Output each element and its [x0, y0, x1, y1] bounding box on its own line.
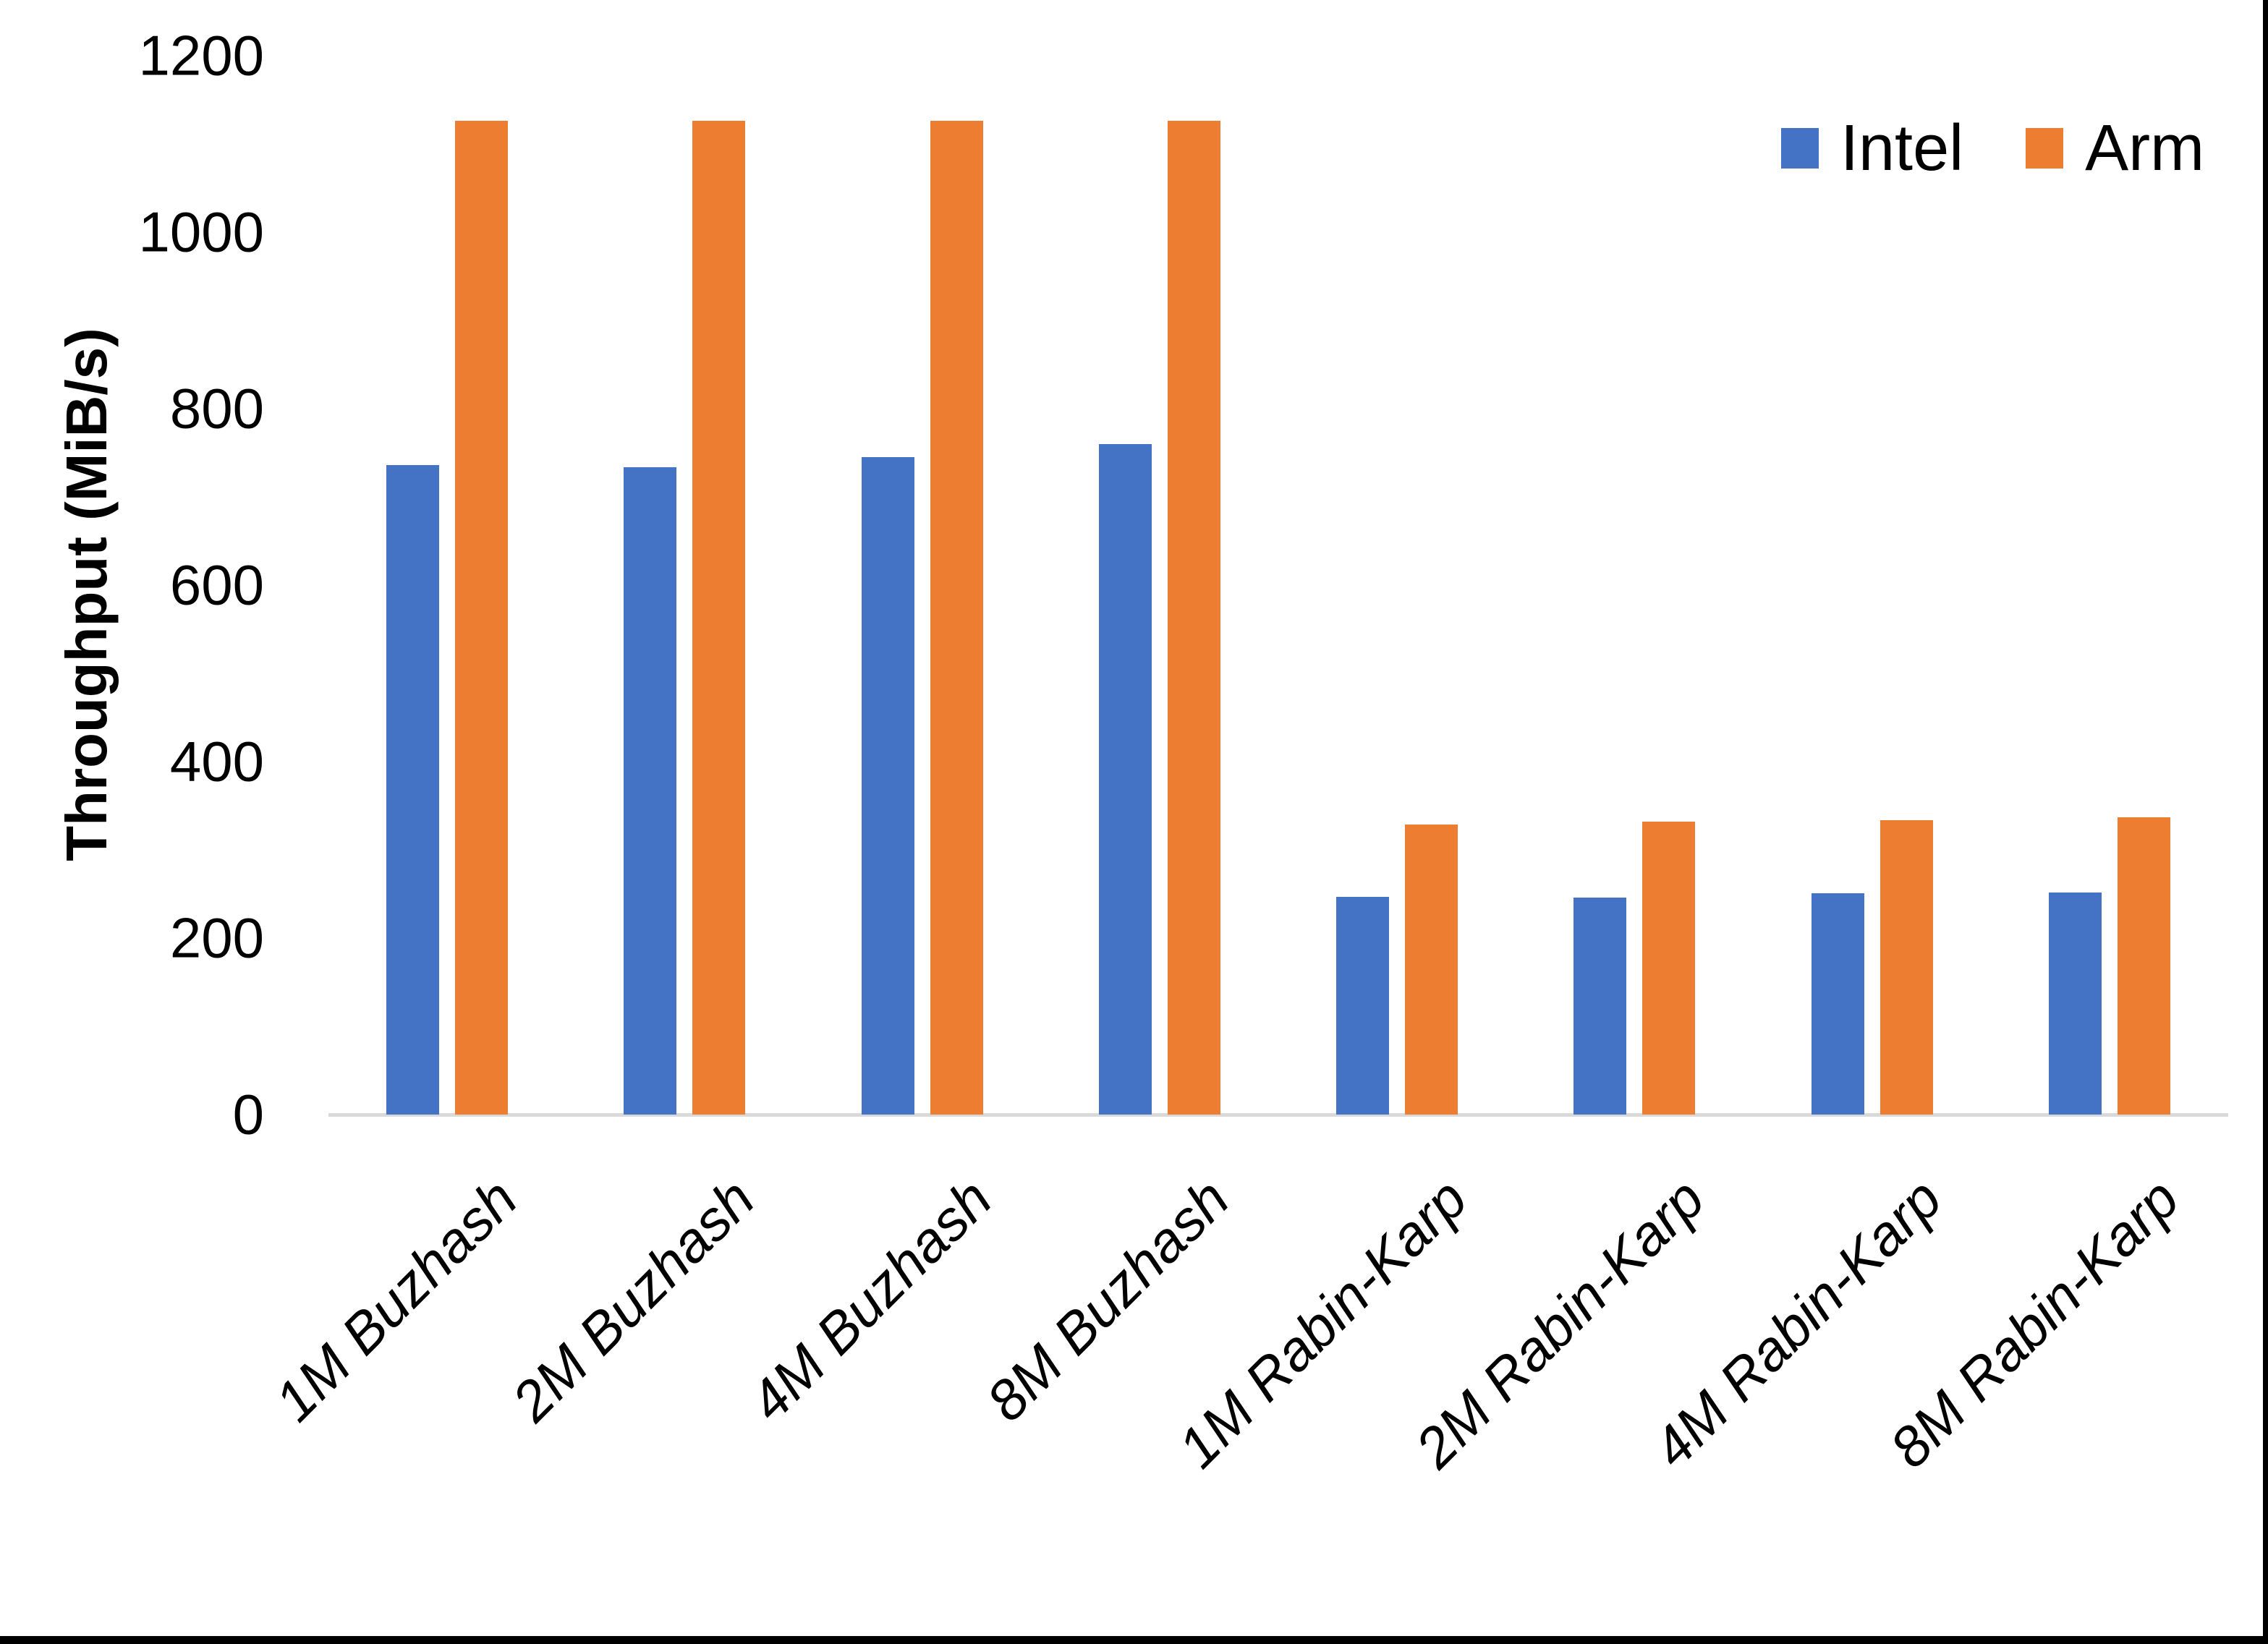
x-axis-label-1m-buzhash: 1M Buzhash — [262, 1166, 530, 1434]
y-tick-label-400: 400 — [169, 729, 264, 793]
y-tick-label-800: 800 — [169, 376, 264, 440]
y-tick-label-0: 0 — [232, 1082, 264, 1146]
bar-intel-1m-buzhash — [386, 465, 440, 1115]
legend-label-intel: Intel — [1840, 111, 1964, 184]
bar-intel-4m-rabin-karp — [1811, 893, 1864, 1115]
x-axis-label-2m-buzhash: 2M Buzhash — [499, 1166, 767, 1434]
x-axis-line — [328, 1113, 2228, 1117]
bar-intel-8m-rabin-karp — [2048, 892, 2102, 1115]
bar-arm-1m-buzhash — [455, 121, 509, 1115]
legend: Intel Arm — [1781, 108, 2204, 188]
y-tick-label-1000: 1000 — [138, 200, 264, 264]
bar-intel-2m-buzhash — [624, 467, 677, 1115]
bar-arm-2m-buzhash — [692, 121, 746, 1115]
bar-intel-8m-buzhash — [1098, 443, 1152, 1115]
legend-swatch-intel — [1781, 128, 1819, 169]
page-edge-right — [2263, 0, 2268, 1644]
legend-item-intel: Intel — [1781, 111, 1963, 186]
bar-arm-2m-rabin-karp — [1642, 821, 1696, 1115]
y-axis-title: Throughput (MiB/s) — [54, 328, 119, 861]
legend-item-arm: Arm — [2026, 111, 2204, 186]
x-axis-label-4m-buzhash: 4M Buzhash — [736, 1166, 1004, 1434]
bar-arm-8m-rabin-karp — [2117, 817, 2170, 1115]
x-axis-label-8m-buzhash: 8M Buzhash — [974, 1166, 1241, 1434]
bar-intel-2m-rabin-karp — [1573, 897, 1627, 1115]
bar-intel-4m-buzhash — [861, 457, 914, 1115]
legend-swatch-arm — [2026, 128, 2064, 169]
bar-arm-4m-buzhash — [930, 121, 983, 1115]
bar-arm-8m-buzhash — [1167, 121, 1220, 1115]
legend-label-arm: Arm — [2085, 111, 2205, 184]
bar-arm-4m-rabin-karp — [1880, 819, 1933, 1115]
y-tick-label-600: 600 — [169, 553, 264, 617]
y-tick-label-1200: 1200 — [138, 23, 264, 88]
y-tick-label-200: 200 — [169, 906, 264, 970]
page-edge-bottom — [0, 1636, 2268, 1644]
bar-arm-1m-rabin-karp — [1405, 824, 1458, 1115]
bar-intel-1m-rabin-karp — [1336, 896, 1390, 1115]
